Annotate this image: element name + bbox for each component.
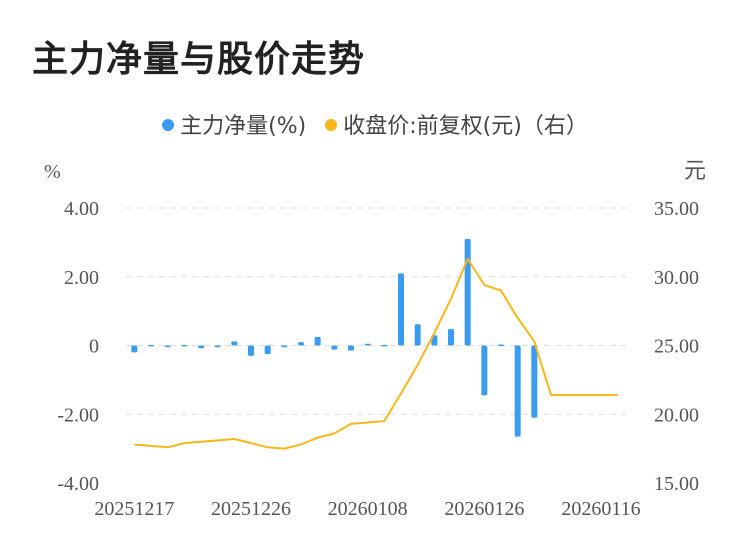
left-axis-unit: % (44, 161, 61, 183)
flow-bar (531, 345, 538, 418)
chart-title: 主力净量与股价走势 (32, 39, 366, 80)
flow-bar (248, 345, 254, 356)
flow-bar (348, 345, 354, 351)
right-tick-label: 15.00 (654, 473, 699, 495)
flow-bar (364, 343, 371, 346)
flow-bar (131, 345, 138, 353)
flow-bar (331, 345, 338, 350)
x-axis-ticks: 20251217 20251226 20260108 20260126 20260116 (94, 498, 640, 520)
flow-bar (481, 345, 488, 396)
grid-lines (126, 207, 626, 415)
right-tick-label: 20.00 (654, 404, 699, 426)
price-line (134, 257, 618, 450)
flow-bar (181, 344, 188, 347)
flow-bar (148, 344, 154, 347)
flow-bar (398, 273, 404, 346)
legend-dot-flow (162, 119, 175, 131)
x-tick-label: 20260126 (444, 498, 524, 520)
flow-bar (381, 344, 388, 347)
legend: 主力净量(%) 收盘价:前复权(元)（右） (0, 108, 750, 140)
price-line-group (134, 257, 618, 450)
legend-dot-price (325, 119, 338, 131)
flow-bar (414, 324, 421, 346)
legend-label-price: 收盘价:前复权(元)（右） (343, 114, 588, 139)
x-tick-label: 20260108 (328, 498, 408, 520)
flow-bar (464, 238, 471, 346)
flow-bar (264, 345, 271, 355)
legend-label-flow: 主力净量(%) (180, 114, 307, 139)
right-tick-label: 25.00 (654, 336, 699, 358)
x-tick-label: 20260116 (561, 498, 640, 520)
right-axis-unit: 元 (684, 159, 706, 184)
flow-bar (448, 329, 454, 346)
right-tick-label: 35.00 (654, 198, 699, 220)
left-tick-label: -2.00 (57, 404, 99, 426)
flow-bar (298, 342, 304, 346)
x-tick-label: 20251226 (211, 498, 291, 520)
flow-bar (231, 341, 238, 346)
right-tick-label: 30.00 (654, 267, 699, 289)
left-axis-ticks: 4.00 2.00 0 -2.00 -4.00 (57, 198, 99, 495)
right-axis-ticks: 35.00 30.00 25.00 20.00 15.00 (654, 198, 699, 495)
left-tick-label: 0 (89, 336, 99, 358)
flow-bars (131, 238, 538, 437)
x-tick-label: 20251217 (94, 498, 174, 520)
flow-bar (281, 345, 288, 348)
flow-bar (498, 344, 504, 346)
legend-item-price[interactable]: 收盘价:前复权(元)（右） (325, 108, 588, 140)
flow-bar (514, 345, 521, 437)
flow-bar (214, 345, 221, 348)
left-tick-label: -4.00 (57, 473, 99, 495)
flow-bar (164, 345, 171, 348)
left-tick-label: 4.00 (64, 198, 99, 220)
flow-bar (314, 336, 321, 346)
legend-item-flow[interactable]: 主力净量(%) (162, 108, 306, 140)
left-tick-label: 2.00 (64, 267, 99, 289)
flow-bar (198, 345, 204, 349)
